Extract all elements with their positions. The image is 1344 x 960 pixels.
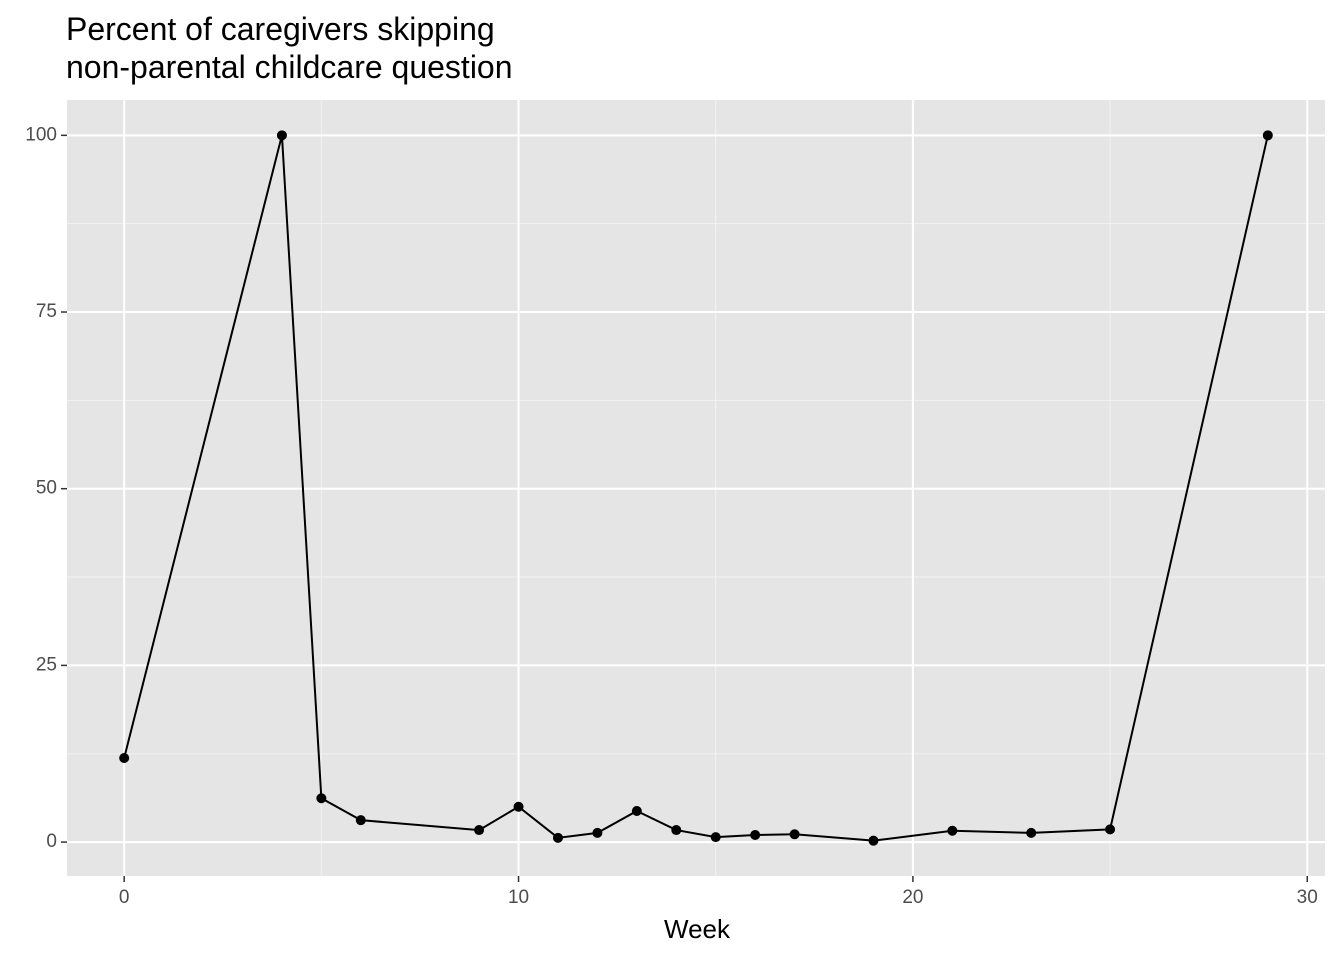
point xyxy=(513,801,524,812)
x-tick-label: 30 xyxy=(1297,887,1318,908)
point xyxy=(355,815,366,826)
point xyxy=(276,130,287,141)
y-tick-label: 75 xyxy=(36,301,57,322)
point xyxy=(1026,827,1037,838)
point xyxy=(1105,824,1116,835)
y-tick-label: 50 xyxy=(36,478,57,499)
x-axis-title: Week xyxy=(664,914,731,944)
point xyxy=(592,827,603,838)
x-tick-label: 20 xyxy=(902,887,923,908)
line xyxy=(123,135,1269,842)
point xyxy=(119,752,130,763)
point xyxy=(947,825,958,836)
x-tick-label: 10 xyxy=(508,887,529,908)
point xyxy=(710,832,721,843)
point xyxy=(671,825,682,836)
point xyxy=(474,825,485,836)
point xyxy=(631,805,642,816)
point xyxy=(789,829,800,840)
point xyxy=(750,830,761,841)
y-tick-label: 100 xyxy=(25,124,57,145)
chart-title: Percent of caregivers skipping xyxy=(66,11,495,47)
point xyxy=(316,793,327,804)
chart-title: non-parental childcare question xyxy=(66,49,513,85)
point xyxy=(1262,130,1273,141)
point xyxy=(868,835,879,846)
y-tick-label: 0 xyxy=(46,831,57,852)
point xyxy=(552,832,563,843)
x-tick-label: 0 xyxy=(119,887,130,908)
y-tick-label: 25 xyxy=(36,654,57,675)
